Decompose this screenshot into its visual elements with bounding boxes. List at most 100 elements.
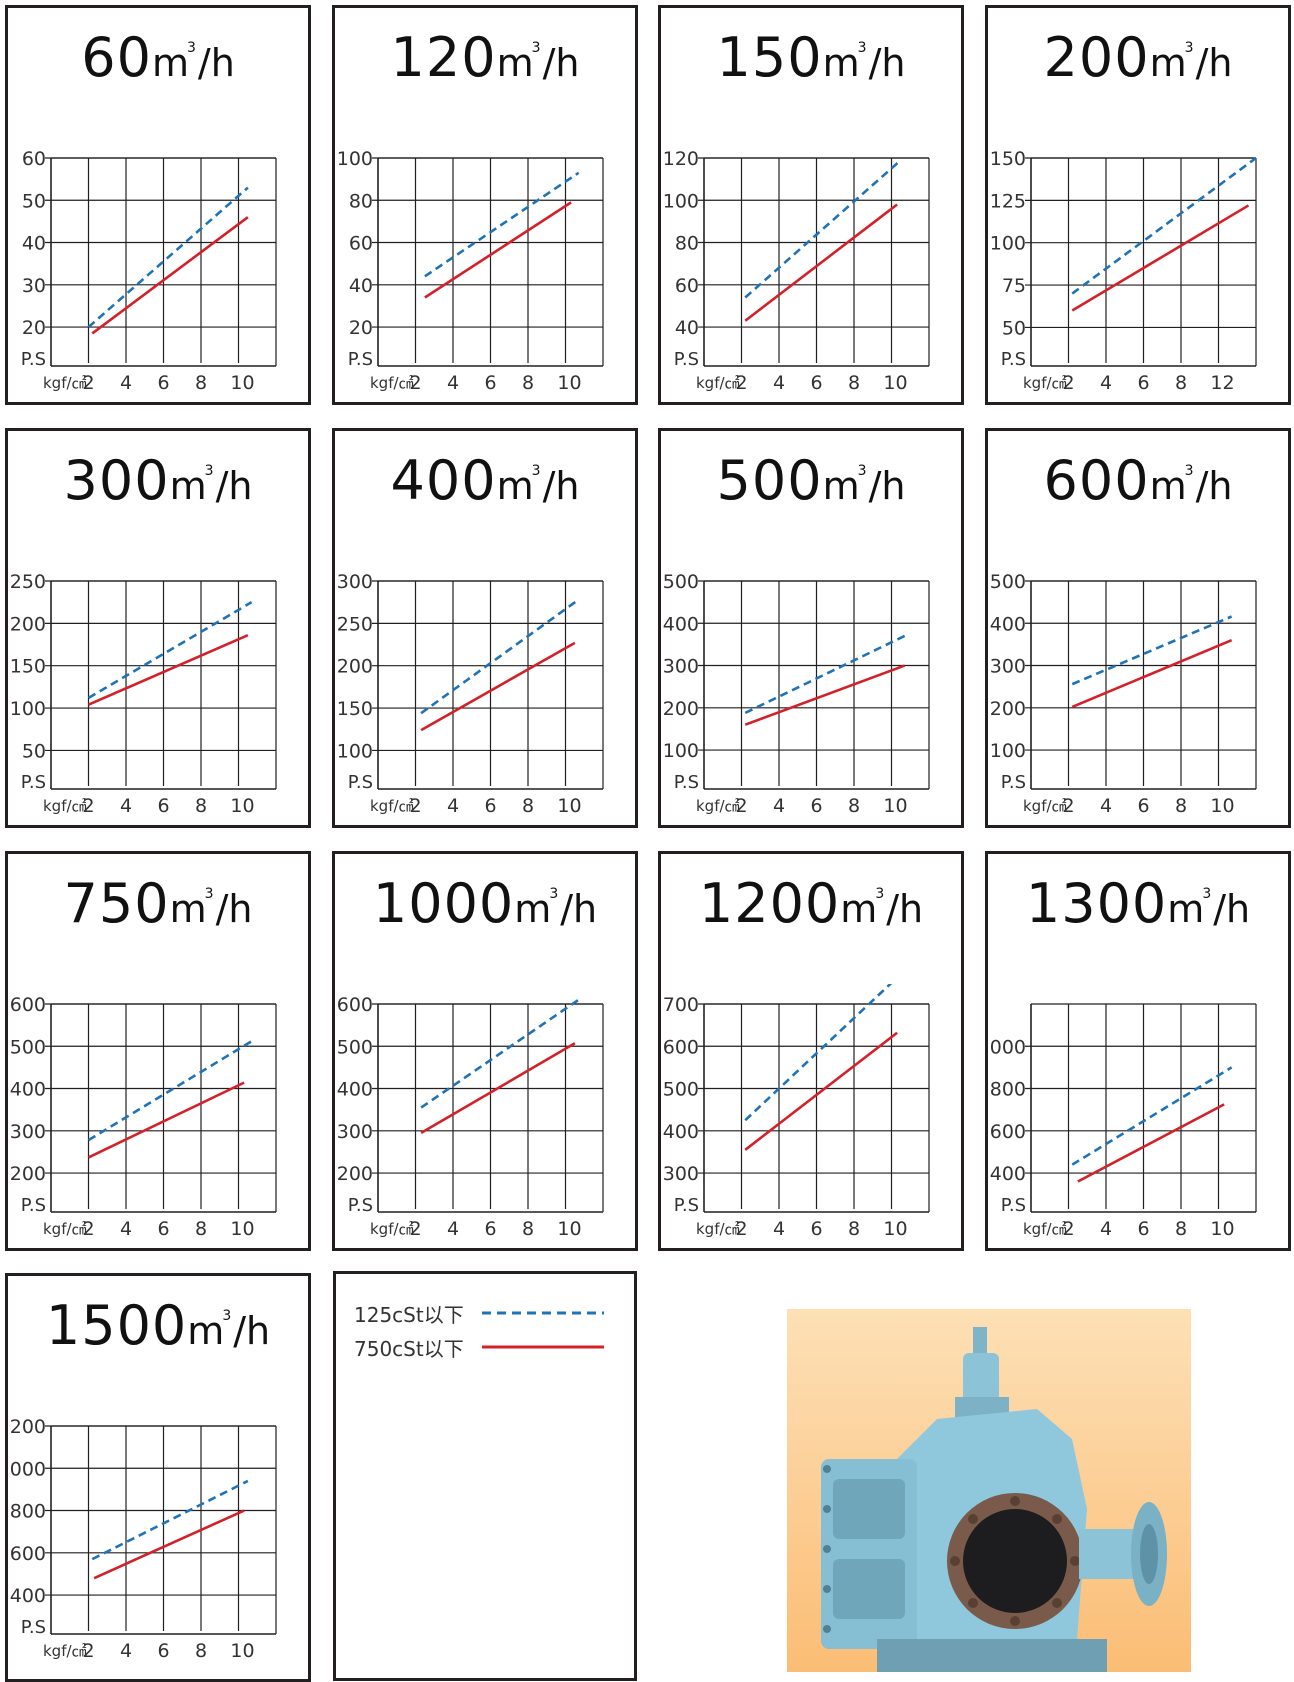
x-tick-label: 2 [409, 795, 421, 817]
y-tick-label: 80 [675, 233, 699, 255]
chart-panel-60: 60m3/h 20 30 40 50 60 P.S kgf/㎠ 2 4 6 8 10 [5, 5, 311, 405]
y-tick-label: 100 [663, 190, 699, 212]
y-tick-label: 50 [22, 740, 46, 762]
unit-m: m [1167, 887, 1205, 931]
x-tick-label: 10 [883, 1218, 907, 1240]
y-tick-label: 80 [349, 190, 373, 212]
x-tick-label: 6 [810, 795, 822, 817]
x-tick-label: 8 [195, 1218, 207, 1240]
chart-panel-300: 300m3/h 50 100 150 200 250 P.S kgf/㎠ 2 4 6 8 10 [5, 428, 311, 828]
y-axis-label: P.S [21, 349, 46, 370]
x-tick-label: 4 [447, 795, 459, 817]
y-tick-label: 1000 [8, 1458, 46, 1480]
x-tick-label: 2 [409, 372, 421, 394]
series-125cst-line [91, 1479, 249, 1561]
x-tick-label: 2 [1062, 795, 1074, 817]
y-axis-label: P.S [1001, 772, 1026, 793]
chart-title: 1300m3/h [988, 872, 1288, 935]
y-tick-label: 400 [663, 1121, 699, 1143]
x-tick-label: 8 [848, 1218, 860, 1240]
y-tick-label: 150 [990, 148, 1026, 170]
x-tick-label: 2 [82, 795, 94, 817]
chart-title-value: 60 [81, 26, 152, 89]
chart-panel-600: 600m3/h 100 200 300 400 500 P.S kgf/㎠ 2 4 6 8 10 [985, 428, 1291, 828]
x-tick-label: 2 [409, 1218, 421, 1240]
chart-title: 1000m3/h [335, 872, 635, 935]
x-axis-label: kgf/㎠ [1023, 797, 1067, 815]
x-axis-label: kgf/㎠ [696, 374, 740, 392]
y-axis-label: P.S [21, 772, 46, 793]
y-tick-label: 50 [22, 190, 46, 212]
x-tick-label: 10 [883, 372, 907, 394]
unit-superscript: 3 [857, 40, 867, 56]
y-tick-label: 500 [990, 571, 1026, 593]
x-tick-label: 12 [1210, 372, 1234, 394]
chart-title: 120m3/h [335, 26, 635, 89]
unit-per-hour: /h [542, 464, 580, 508]
unit-superscript: 3 [204, 463, 214, 479]
x-tick-label: 6 [1137, 1218, 1149, 1240]
x-tick-label: 8 [848, 372, 860, 394]
y-tick-label: 500 [10, 1036, 46, 1058]
y-axis-label: P.S [1001, 1195, 1026, 1216]
series-750cst-line [91, 216, 249, 335]
y-tick-label: 40 [349, 275, 373, 297]
x-axis-label: kgf/㎠ [1023, 374, 1067, 392]
x-tick-label: 10 [230, 795, 254, 817]
series-125cst-line [744, 159, 902, 299]
unit-per-hour: /h [868, 41, 906, 85]
x-tick-label: 6 [157, 1640, 169, 1662]
legend-label-125: 125cSt以下 [354, 1302, 464, 1327]
chart-panel-400: 400m3/h 100 150 200 250 300 P.S kgf/㎠ 2 4 6 8 10 [332, 428, 638, 828]
series-125cst-line [1071, 1066, 1233, 1166]
y-axis-label: P.S [21, 1195, 46, 1216]
x-axis-label: kgf/㎠ [370, 1220, 414, 1238]
chart-panel-200: 200m3/h 50 75 100 125 150 P.S kgf/㎠ 2 4 6 8 12 [985, 5, 1291, 405]
x-tick-label: 10 [557, 795, 581, 817]
chart-title-value: 150 [716, 26, 823, 89]
x-tick-label: 4 [447, 1218, 459, 1240]
chart-title-value: 200 [1043, 26, 1150, 89]
x-tick-label: 6 [810, 1218, 822, 1240]
series-750cst-line [1077, 1103, 1225, 1183]
series-125cst-line [744, 984, 893, 1122]
series-125cst-line [87, 601, 253, 700]
x-axis-label: kgf/㎠ [696, 1220, 740, 1238]
x-tick-label: 8 [1175, 372, 1187, 394]
y-tick-label: 125 [990, 190, 1026, 212]
unit-superscript: 3 [204, 886, 214, 902]
y-tick-label: 200 [337, 656, 373, 678]
chart-title-value: 1300 [1025, 872, 1168, 935]
series-125cst-line [87, 186, 249, 329]
chart-title-value: 1200 [698, 872, 841, 935]
y-tick-label: 100 [10, 698, 46, 720]
y-tick-label: 200 [337, 1163, 373, 1185]
y-tick-label: 40 [22, 233, 46, 255]
unit-m: m [187, 1309, 225, 1353]
y-tick-label: 150 [10, 656, 46, 678]
y-tick-label: 200 [10, 613, 46, 635]
y-tick-label: 300 [663, 1163, 699, 1185]
x-tick-label: 4 [1100, 795, 1112, 817]
y-tick-label: 30 [22, 275, 46, 297]
x-tick-label: 8 [522, 372, 534, 394]
chart-title: 400m3/h [335, 449, 635, 512]
x-tick-label: 8 [848, 795, 860, 817]
unit-m: m [169, 464, 207, 508]
chart-title: 300m3/h [8, 449, 308, 512]
unit-m: m [151, 41, 189, 85]
x-tick-label: 10 [230, 1218, 254, 1240]
x-tick-label: 6 [1137, 795, 1149, 817]
chart-panel-150: 150m3/h 40 60 80 100 120 P.S kgf/㎠ 2 4 6 8 10 [658, 5, 964, 405]
y-tick-label: 60 [22, 148, 46, 170]
y-tick-label: 200 [663, 698, 699, 720]
legend-panel: 125cSt以下 750cSt以下 [333, 1271, 637, 1681]
chart-title: 750m3/h [8, 872, 308, 935]
